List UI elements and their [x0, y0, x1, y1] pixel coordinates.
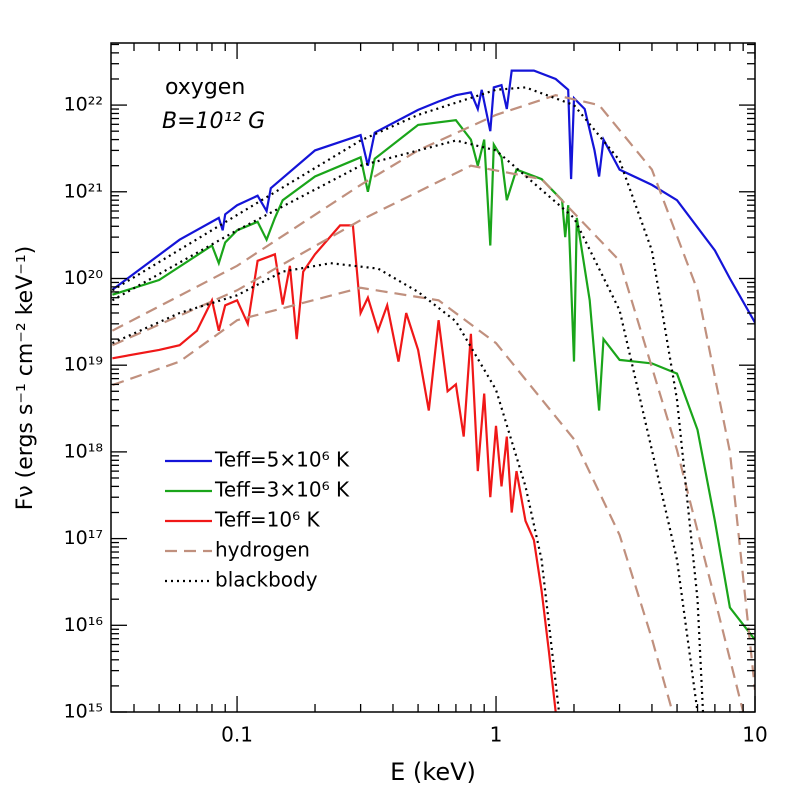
x-tick-label: 10 — [742, 723, 767, 747]
series-line — [112, 119, 755, 641]
legend-label: blackbody — [215, 568, 318, 592]
series-line — [111, 69, 755, 324]
y-tick-label: 10²¹ — [64, 180, 103, 202]
series-line — [112, 286, 674, 712]
y-tick-label: 10¹⁵ — [64, 701, 103, 723]
legend-label: hydrogen — [215, 538, 310, 562]
plot-area — [111, 69, 755, 712]
x-axis-label: E (keV) — [390, 758, 476, 786]
legend-label: Teff=3×10⁶ K — [214, 478, 350, 502]
legend-label: Teff=10⁶ K — [214, 508, 320, 532]
y-tick-label: 10²² — [64, 94, 103, 116]
y-tick-label: 10¹⁶ — [64, 614, 103, 636]
series-line — [111, 86, 705, 712]
series-line — [111, 94, 755, 691]
y-axis-label: Fν (ergs s⁻¹ cm⁻² keV⁻¹) — [13, 246, 38, 511]
y-tick-label: 10²⁰ — [64, 267, 103, 289]
frame — [110, 42, 756, 713]
annotation: B=10¹² G — [162, 109, 265, 134]
annotation: oxygen — [165, 75, 245, 100]
x-tick-label: 1 — [490, 723, 503, 747]
series-line — [112, 224, 557, 712]
y-tick-label: 10¹⁸ — [64, 440, 103, 462]
y-tick-label: 10¹⁹ — [64, 354, 103, 376]
legend-label: Teff=5×10⁶ K — [214, 448, 350, 472]
x-tick-label: 0.1 — [221, 723, 253, 747]
series-line — [111, 139, 699, 712]
y-tick-label: 10¹⁷ — [64, 527, 103, 549]
